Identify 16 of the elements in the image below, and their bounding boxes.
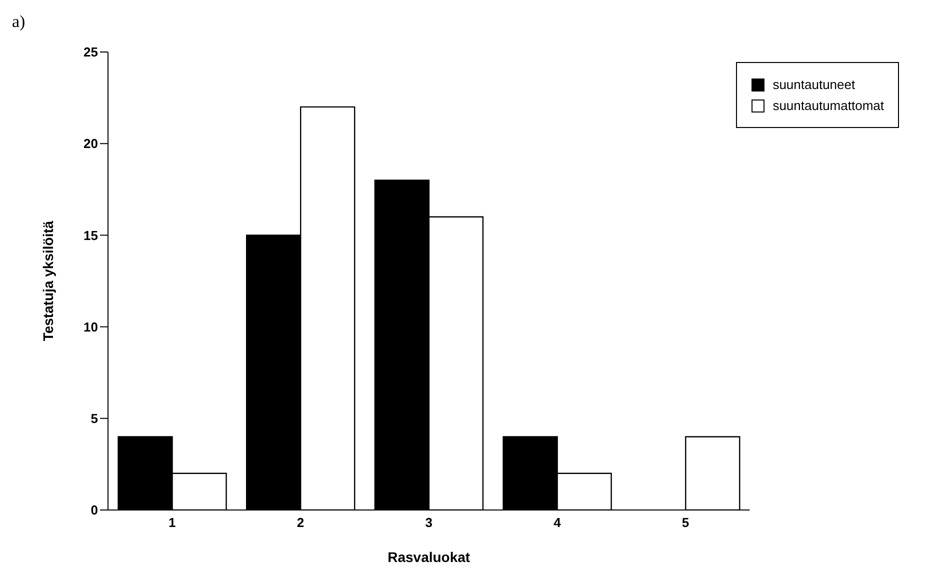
y-tick-label: 5: [90, 411, 98, 426]
x-tick-label: 4: [554, 515, 562, 530]
y-tick-label: 0: [90, 502, 98, 518]
y-tick-label: 15: [84, 228, 98, 243]
x-tick-label: 2: [296, 515, 304, 530]
legend-label: suuntautumattomat: [772, 98, 884, 113]
x-tick-label: 1: [168, 515, 176, 530]
y-tick-label: 10: [84, 319, 98, 334]
x-tick-label: 5: [682, 515, 690, 530]
text: a): [12, 12, 26, 32]
x-tick-label: 3: [425, 515, 432, 530]
y-tick-label: 25: [84, 44, 98, 60]
y-axis-title: Testatuja yksilöitä: [40, 220, 56, 342]
x-axis-title: Rasvaluokat: [388, 549, 470, 565]
legend-label: suuntautuneet: [772, 77, 856, 92]
y-tick-label: 20: [84, 136, 98, 152]
